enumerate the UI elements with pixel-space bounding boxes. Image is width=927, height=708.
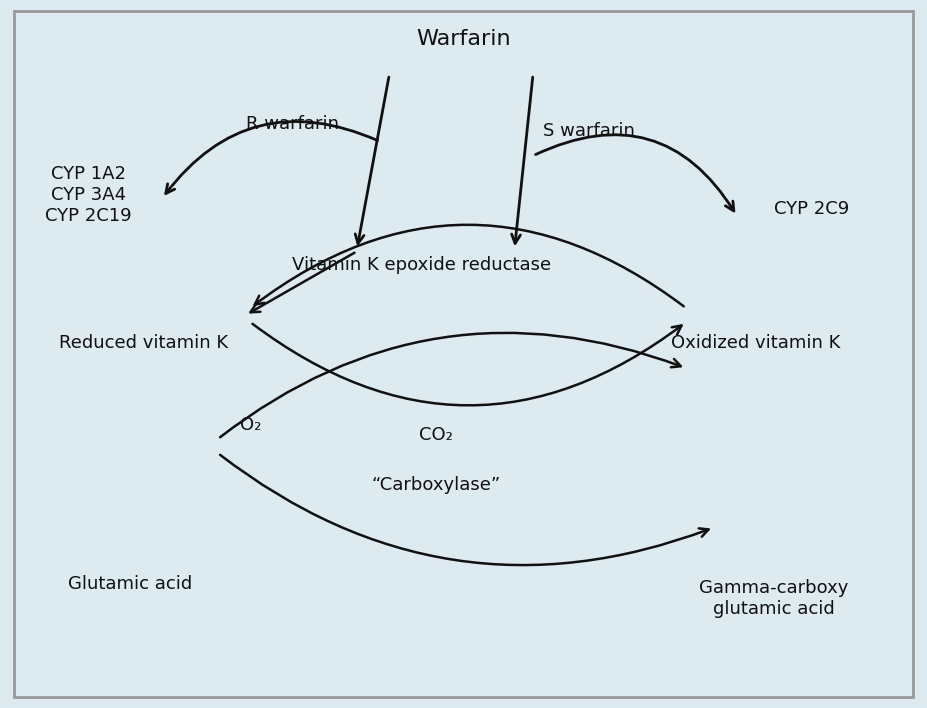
Text: CYP 2C9: CYP 2C9 <box>773 200 849 218</box>
Text: Warfarin: Warfarin <box>416 29 511 49</box>
Text: O₂: O₂ <box>239 416 261 434</box>
Text: R warfarin: R warfarin <box>246 115 338 133</box>
Text: Vitamin K epoxide reductase: Vitamin K epoxide reductase <box>292 256 552 275</box>
Text: CYP 1A2
CYP 3A4
CYP 2C19: CYP 1A2 CYP 3A4 CYP 2C19 <box>44 165 132 224</box>
Text: “Carboxylase”: “Carboxylase” <box>371 476 501 494</box>
Text: Gamma-carboxy
glutamic acid: Gamma-carboxy glutamic acid <box>699 579 849 617</box>
Text: S warfarin: S warfarin <box>542 122 635 140</box>
Text: Reduced vitamin K: Reduced vitamin K <box>59 334 228 353</box>
Text: Glutamic acid: Glutamic acid <box>68 575 192 593</box>
Text: CO₂: CO₂ <box>419 426 452 445</box>
Text: Oxidized vitamin K: Oxidized vitamin K <box>671 334 840 353</box>
